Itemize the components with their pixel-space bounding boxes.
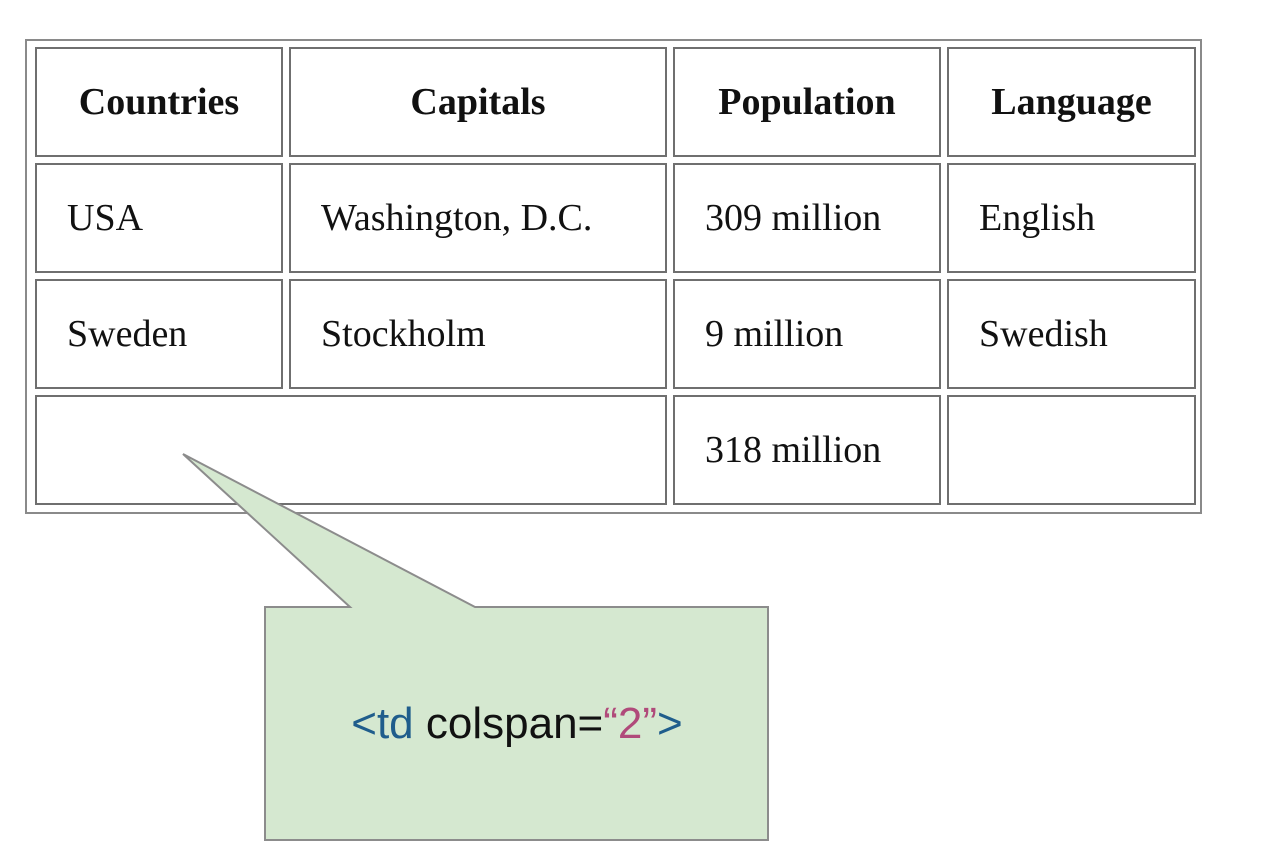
header-countries: Countries — [35, 47, 283, 157]
cell-language: English — [947, 163, 1196, 273]
code-attribute: colspan= — [413, 699, 604, 748]
html-table: Countries Capitals Population Language U… — [25, 39, 1202, 514]
header-language: Language — [947, 47, 1196, 157]
cell-capital: Washington, D.C. — [289, 163, 667, 273]
cell-total-population: 318 million — [673, 395, 941, 505]
callout-code-label: <td colspan= “2” > — [266, 608, 768, 840]
cell-population: 309 million — [673, 163, 941, 273]
callout-shape — [182, 453, 769, 841]
cell-capital: Stockholm — [289, 279, 667, 389]
header-capitals: Capitals — [289, 47, 667, 157]
cell-empty-language — [947, 395, 1196, 505]
code-tag-close: > — [657, 699, 683, 748]
code-value: “2” — [603, 699, 658, 748]
code-tag-open: <td — [351, 699, 414, 748]
cell-country: USA — [35, 163, 283, 273]
cell-country: Sweden — [35, 279, 283, 389]
cell-merged-colspan — [35, 395, 667, 505]
header-population: Population — [673, 47, 941, 157]
cell-population: 9 million — [673, 279, 941, 389]
cell-language: Swedish — [947, 279, 1196, 389]
